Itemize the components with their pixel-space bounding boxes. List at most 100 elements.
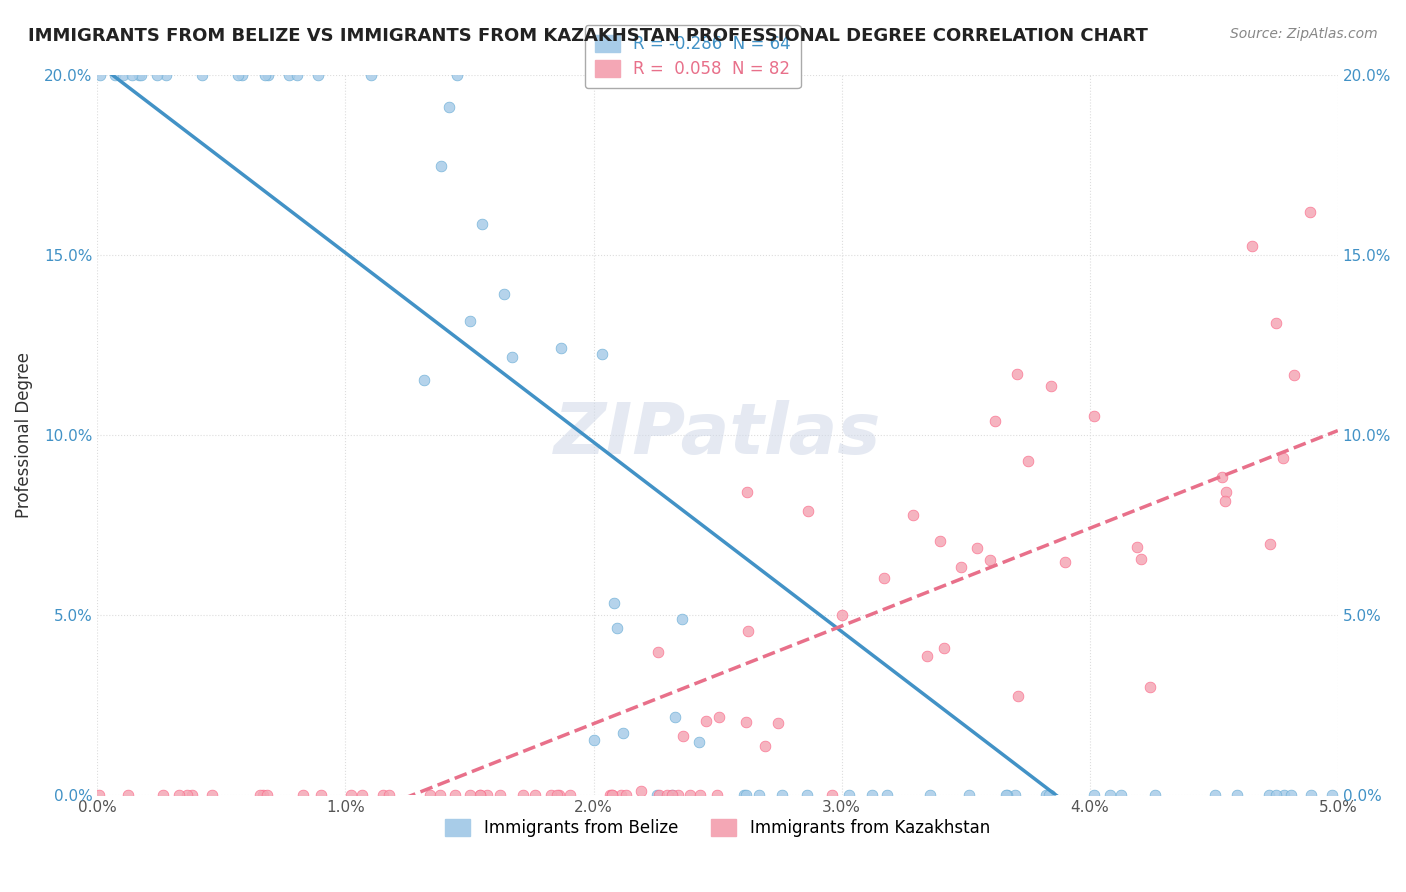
Point — [146, 68, 169, 82]
Text: ZIPatlas: ZIPatlas — [554, 401, 882, 469]
Point — [1125, 540, 1147, 554]
Point — [664, 709, 686, 723]
Point — [254, 68, 277, 82]
Point — [277, 68, 299, 82]
Point — [603, 596, 626, 610]
Point — [591, 347, 613, 361]
Point — [378, 788, 401, 802]
Point — [1213, 494, 1236, 508]
Point — [128, 68, 150, 82]
Point — [1264, 316, 1286, 330]
Point — [471, 217, 494, 231]
Point — [1038, 788, 1060, 802]
Point — [1005, 367, 1028, 381]
Point — [475, 788, 498, 802]
Point — [671, 611, 693, 625]
Point — [429, 788, 451, 802]
Point — [1004, 788, 1026, 802]
Point — [873, 571, 896, 585]
Point — [1139, 681, 1161, 695]
Point — [309, 788, 332, 802]
Point — [558, 788, 581, 802]
Point — [1271, 451, 1294, 466]
Point — [645, 788, 668, 802]
Point — [648, 788, 671, 802]
Point — [1265, 788, 1288, 802]
Y-axis label: Professional Degree: Professional Degree — [15, 351, 32, 517]
Point — [1083, 409, 1105, 423]
Point — [735, 788, 758, 802]
Point — [796, 788, 818, 802]
Point — [350, 788, 373, 802]
Point — [112, 68, 135, 82]
Point — [606, 621, 628, 635]
Point — [1257, 788, 1279, 802]
Point — [707, 710, 730, 724]
Point — [1017, 454, 1039, 468]
Point — [672, 729, 695, 743]
Point — [928, 533, 950, 548]
Point — [600, 788, 623, 802]
Point — [501, 350, 523, 364]
Point — [688, 735, 710, 749]
Point — [706, 788, 728, 802]
Point — [1215, 485, 1237, 500]
Point — [901, 508, 924, 522]
Point — [167, 788, 190, 802]
Point — [1053, 555, 1076, 569]
Point — [1098, 788, 1121, 802]
Point — [104, 68, 127, 82]
Point — [492, 287, 515, 301]
Point — [994, 788, 1017, 802]
Point — [340, 788, 363, 802]
Point — [117, 788, 139, 802]
Point — [1039, 788, 1062, 802]
Point — [226, 68, 249, 82]
Point — [1279, 788, 1302, 802]
Point — [920, 788, 942, 802]
Point — [191, 68, 214, 82]
Point — [256, 68, 278, 82]
Point — [291, 788, 314, 802]
Point — [231, 68, 253, 82]
Point — [647, 645, 669, 659]
Point — [1211, 470, 1233, 484]
Point — [831, 607, 853, 622]
Text: IMMIGRANTS FROM BELIZE VS IMMIGRANTS FROM KAZAKHSTAN PROFESSIONAL DEGREE CORRELA: IMMIGRANTS FROM BELIZE VS IMMIGRANTS FRO… — [28, 27, 1147, 45]
Point — [655, 788, 678, 802]
Point — [1204, 788, 1226, 802]
Point — [735, 484, 758, 499]
Point — [1007, 689, 1029, 703]
Point — [550, 341, 572, 355]
Point — [1258, 537, 1281, 551]
Point — [540, 788, 562, 802]
Point — [949, 560, 972, 574]
Point — [966, 541, 988, 556]
Point — [1226, 788, 1249, 802]
Point — [512, 788, 534, 802]
Point — [89, 68, 111, 82]
Point — [446, 68, 468, 82]
Point — [630, 784, 652, 798]
Point — [610, 788, 633, 802]
Point — [458, 788, 481, 802]
Point — [984, 414, 1007, 428]
Point — [201, 788, 224, 802]
Point — [600, 788, 623, 802]
Point — [181, 788, 204, 802]
Point — [439, 100, 461, 114]
Point — [360, 68, 382, 82]
Point — [470, 788, 492, 802]
Point — [1299, 205, 1322, 219]
Point — [307, 68, 329, 82]
Point — [1039, 379, 1062, 393]
Point — [995, 788, 1018, 802]
Point — [524, 788, 547, 802]
Point — [737, 624, 759, 638]
Legend: Immigrants from Belize, Immigrants from Kazakhstan: Immigrants from Belize, Immigrants from … — [439, 813, 997, 844]
Point — [1299, 788, 1322, 802]
Point — [121, 68, 143, 82]
Point — [689, 788, 711, 802]
Point — [599, 788, 621, 802]
Point — [87, 788, 110, 802]
